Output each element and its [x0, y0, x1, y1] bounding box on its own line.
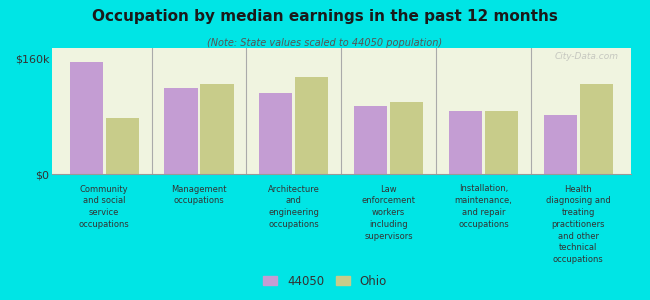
Bar [200, 84, 233, 174]
Bar [164, 88, 198, 174]
Bar [70, 62, 103, 174]
Bar [354, 106, 387, 174]
Bar [485, 111, 518, 174]
Text: City-Data.com: City-Data.com [555, 52, 619, 61]
Text: Management
occupations: Management occupations [171, 184, 227, 205]
Text: Health
diagnosing and
treating
practitioners
and other
technical
occupations: Health diagnosing and treating practitio… [546, 184, 611, 264]
Bar [105, 118, 139, 174]
Bar [259, 93, 292, 174]
Text: Occupation by median earnings in the past 12 months: Occupation by median earnings in the pas… [92, 9, 558, 24]
Legend: 44050, Ohio: 44050, Ohio [260, 271, 390, 291]
Text: Community
and social
service
occupations: Community and social service occupations [79, 184, 129, 229]
Text: Law
enforcement
workers
including
supervisors: Law enforcement workers including superv… [361, 184, 415, 241]
Bar [390, 102, 423, 174]
Bar [295, 77, 328, 174]
Bar [544, 115, 577, 174]
Bar [449, 111, 482, 174]
Bar [580, 84, 613, 174]
Text: Architecture
and
engineering
occupations: Architecture and engineering occupations [268, 184, 320, 229]
Text: Installation,
maintenance,
and repair
occupations: Installation, maintenance, and repair oc… [454, 184, 512, 229]
Text: (Note: State values scaled to 44050 population): (Note: State values scaled to 44050 popu… [207, 38, 443, 47]
